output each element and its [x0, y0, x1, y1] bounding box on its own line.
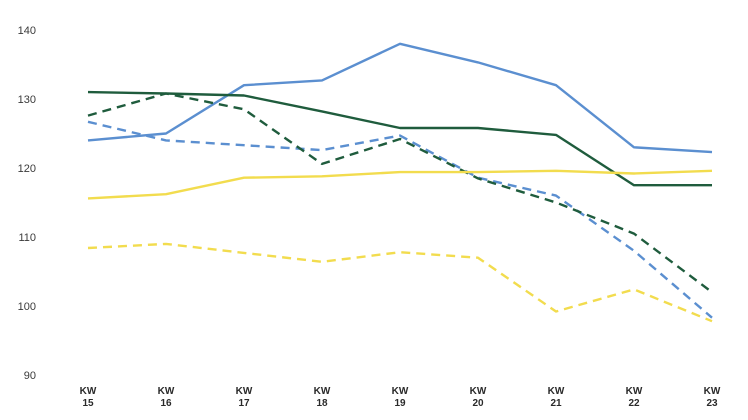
x-tick-label: KW 21	[548, 386, 565, 409]
y-tick-label: 110	[18, 232, 36, 244]
series-lines	[87, 42, 713, 323]
x-axis-ticks: KW 15 KW 16 KW 17 KW 18 KW 19 KW 20 KW 21 KW 22 KW 23	[80, 386, 721, 409]
x-tick-label: KW 23	[704, 386, 721, 409]
y-tick-label: 120	[18, 163, 36, 175]
series-line-1	[87, 42, 713, 154]
x-tick-label: KW 20	[470, 386, 487, 409]
x-tick-label: KW 18	[314, 386, 331, 409]
series-line-6	[87, 242, 713, 323]
series-line-4	[87, 92, 713, 294]
series-line-2	[87, 120, 713, 319]
x-tick-label: KW 15	[80, 386, 97, 409]
y-axis-ticks: 90 100 110 120 130 140	[18, 25, 36, 382]
y-tick-label: 130	[18, 94, 36, 106]
y-tick-label: 140	[18, 25, 36, 37]
x-tick-label: KW 17	[236, 386, 253, 409]
x-tick-label: KW 22	[626, 386, 643, 409]
series-line-5	[87, 169, 713, 200]
y-tick-label: 90	[24, 370, 36, 382]
y-tick-label: 100	[18, 301, 36, 313]
x-tick-label: KW 16	[158, 386, 175, 409]
x-tick-label: KW 19	[392, 386, 409, 409]
series-line-3	[87, 90, 712, 187]
